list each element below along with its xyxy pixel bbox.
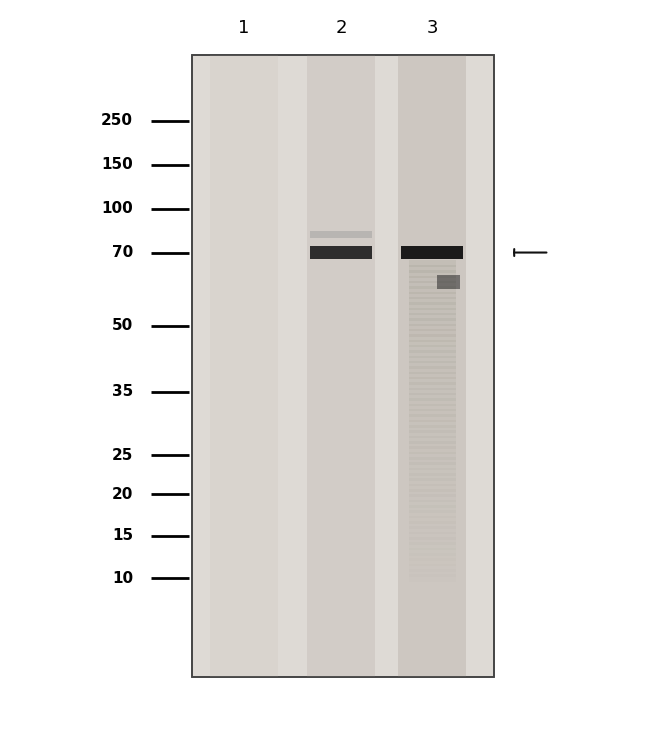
Bar bbox=[409, 515, 456, 523]
Bar bbox=[409, 356, 456, 364]
Bar bbox=[409, 409, 456, 417]
Bar bbox=[409, 489, 456, 497]
Bar bbox=[409, 526, 456, 534]
Bar bbox=[437, 274, 460, 289]
Text: 50: 50 bbox=[112, 318, 133, 333]
Text: 1: 1 bbox=[238, 19, 250, 37]
Bar bbox=[409, 324, 456, 332]
Bar bbox=[409, 548, 456, 556]
Text: 15: 15 bbox=[112, 529, 133, 543]
Bar bbox=[409, 351, 456, 358]
Bar bbox=[409, 419, 456, 427]
Text: 150: 150 bbox=[101, 157, 133, 172]
Bar bbox=[409, 377, 456, 385]
Bar bbox=[409, 393, 456, 401]
Bar bbox=[409, 313, 456, 321]
Bar bbox=[409, 265, 456, 273]
Bar bbox=[409, 505, 456, 513]
Text: 20: 20 bbox=[112, 487, 133, 501]
Text: 25: 25 bbox=[112, 448, 133, 463]
Bar bbox=[409, 307, 456, 315]
Bar bbox=[409, 398, 456, 406]
Bar bbox=[409, 430, 456, 438]
Bar bbox=[311, 246, 372, 259]
Bar bbox=[409, 388, 456, 395]
Bar bbox=[409, 441, 456, 449]
Bar bbox=[409, 468, 456, 476]
Text: 70: 70 bbox=[112, 245, 133, 260]
Bar bbox=[409, 436, 456, 444]
Bar bbox=[409, 425, 456, 433]
Bar bbox=[409, 345, 456, 353]
Bar bbox=[409, 575, 456, 582]
Bar bbox=[409, 297, 456, 305]
Bar bbox=[307, 55, 376, 677]
Bar bbox=[409, 275, 456, 283]
Bar bbox=[409, 291, 456, 299]
Text: 10: 10 bbox=[112, 571, 133, 586]
Bar bbox=[409, 542, 456, 550]
Bar bbox=[409, 484, 456, 491]
Bar bbox=[409, 537, 456, 545]
Bar bbox=[409, 521, 456, 529]
Bar bbox=[409, 286, 456, 294]
Bar bbox=[192, 55, 494, 677]
Bar bbox=[409, 281, 456, 289]
Bar bbox=[409, 452, 456, 460]
Bar bbox=[409, 559, 456, 567]
Bar bbox=[409, 335, 456, 342]
Text: 250: 250 bbox=[101, 113, 133, 128]
Bar bbox=[311, 231, 372, 238]
Bar bbox=[409, 531, 456, 539]
Bar bbox=[409, 318, 456, 326]
Bar bbox=[398, 55, 467, 677]
Bar bbox=[409, 463, 456, 470]
Bar bbox=[409, 447, 456, 454]
Bar bbox=[409, 361, 456, 369]
Bar bbox=[409, 500, 456, 507]
Bar bbox=[409, 329, 456, 337]
Bar bbox=[409, 478, 456, 486]
Text: 2: 2 bbox=[335, 19, 347, 37]
Bar bbox=[192, 55, 494, 677]
Bar bbox=[409, 372, 456, 379]
Bar bbox=[409, 564, 456, 572]
Bar bbox=[409, 457, 456, 465]
Bar bbox=[409, 473, 456, 481]
Bar bbox=[409, 403, 456, 411]
Bar bbox=[402, 246, 463, 259]
Bar bbox=[409, 569, 456, 577]
Bar bbox=[409, 414, 456, 422]
Bar bbox=[409, 270, 456, 278]
Bar bbox=[409, 302, 456, 310]
Text: 35: 35 bbox=[112, 384, 133, 399]
Bar bbox=[409, 553, 456, 561]
Bar bbox=[409, 382, 456, 390]
Bar bbox=[409, 510, 456, 518]
Bar bbox=[409, 366, 456, 374]
Text: 100: 100 bbox=[101, 201, 133, 216]
Bar bbox=[409, 494, 456, 502]
Bar bbox=[209, 55, 278, 677]
Text: 3: 3 bbox=[426, 19, 438, 37]
Bar bbox=[409, 260, 456, 267]
Bar bbox=[409, 340, 456, 348]
